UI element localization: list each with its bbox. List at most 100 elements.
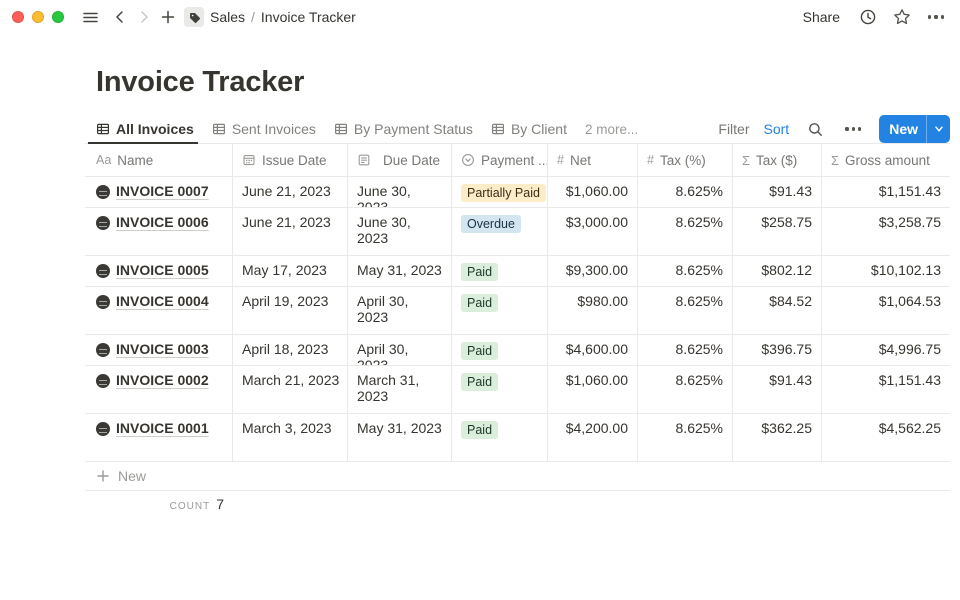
- cell-tax-usd[interactable]: $258.75: [733, 208, 822, 255]
- cell-issue-date[interactable]: June 21, 2023: [233, 208, 348, 255]
- tab-all-invoices[interactable]: All Invoices: [88, 115, 198, 144]
- cell-net[interactable]: $9,300.00: [548, 256, 638, 286]
- cell-payment-status[interactable]: Partially Paid: [452, 177, 548, 207]
- cell-tax-usd[interactable]: $91.43: [733, 177, 822, 207]
- column-header-name[interactable]: Aa Name: [85, 144, 233, 176]
- table-row[interactable]: INVOICE 0004 April 19, 2023 April 30, 20…: [85, 287, 950, 335]
- cell-tax-usd[interactable]: $362.25: [733, 414, 822, 461]
- calculation-row[interactable]: COUNT 7: [85, 491, 233, 512]
- cell-due-date[interactable]: May 31, 2023: [348, 414, 452, 461]
- table-row[interactable]: INVOICE 0003 April 18, 2023 April 30, 20…: [85, 335, 950, 366]
- more-views-link[interactable]: 2 more...: [584, 121, 639, 137]
- new-button-chevron-down-icon[interactable]: [926, 115, 950, 143]
- maximize-window-icon[interactable]: [52, 11, 64, 23]
- cell-net[interactable]: $3,000.00: [548, 208, 638, 255]
- column-header-due-date[interactable]: Due Date: [348, 144, 452, 176]
- cell-payment-status[interactable]: Paid: [452, 414, 548, 461]
- cell-due-date[interactable]: April 30, 2023: [348, 287, 452, 334]
- page-title[interactable]: Invoice Tracker: [96, 66, 305, 98]
- cell-net[interactable]: $4,600.00: [548, 335, 638, 365]
- cell-tax-pct[interactable]: 8.625%: [638, 208, 733, 255]
- cell-gross[interactable]: $1,151.43: [878, 372, 941, 388]
- more-options-icon[interactable]: [924, 5, 948, 29]
- tab-by-client[interactable]: By Client: [491, 115, 567, 143]
- cell-gross[interactable]: $1,064.53: [878, 293, 941, 309]
- cell-payment-status[interactable]: Overdue: [452, 208, 548, 255]
- breadcrumb-section[interactable]: Sales: [210, 9, 246, 25]
- column-header-net[interactable]: # Net: [548, 144, 638, 176]
- cell-tax-usd[interactable]: $91.43: [733, 366, 822, 413]
- table-row[interactable]: INVOICE 0002 March 21, 2023 March 31, 20…: [85, 366, 950, 414]
- updates-clock-icon[interactable]: [856, 5, 880, 29]
- cell-issue-date[interactable]: April 18, 2023: [233, 335, 348, 365]
- filter-button[interactable]: Filter: [718, 121, 750, 137]
- cell-due-date[interactable]: June 30, 2023: [348, 177, 452, 207]
- cell-tax-pct[interactable]: 8.625%: [638, 287, 733, 334]
- column-header-tax-pct[interactable]: # Tax (%): [638, 144, 733, 176]
- cell-payment-status[interactable]: Paid: [452, 366, 548, 413]
- new-button[interactable]: New: [879, 115, 950, 143]
- cell-issue-date[interactable]: March 21, 2023: [233, 366, 348, 413]
- window-controls[interactable]: [12, 11, 64, 23]
- cell-tax-pct[interactable]: 8.625%: [638, 414, 733, 461]
- column-header-payment-status[interactable]: Payment ...: [452, 144, 548, 176]
- share-button[interactable]: Share: [802, 9, 840, 25]
- cell-issue-date[interactable]: May 17, 2023: [233, 256, 348, 286]
- cell-tax-usd[interactable]: $802.12: [733, 256, 822, 286]
- table-row[interactable]: INVOICE 0006 June 21, 2023 June 30, 2023…: [85, 208, 950, 256]
- cell-name[interactable]: INVOICE 0001: [85, 414, 233, 461]
- cell-gross[interactable]: $3,258.75: [878, 214, 941, 230]
- column-header-tax-usd[interactable]: Σ Tax ($): [733, 144, 822, 176]
- cell-tax-pct[interactable]: 8.625%: [638, 366, 733, 413]
- cell-gross[interactable]: $4,562.25: [878, 420, 941, 436]
- column-header-issue-date[interactable]: Issue Date: [233, 144, 348, 176]
- cell-name[interactable]: INVOICE 0002: [85, 366, 233, 413]
- column-header-gross-amount[interactable]: Σ Gross amount: [831, 152, 930, 168]
- cell-payment-status[interactable]: Paid: [452, 287, 548, 334]
- cell-name[interactable]: INVOICE 0006: [85, 208, 233, 255]
- nav-back-icon[interactable]: [108, 5, 132, 29]
- cell-payment-status[interactable]: Paid: [452, 256, 548, 286]
- invoice-page-icon: [96, 374, 110, 388]
- new-page-icon[interactable]: [156, 5, 180, 29]
- cell-payment-status[interactable]: Paid: [452, 335, 548, 365]
- cell-due-date[interactable]: March 31, 2023: [348, 366, 452, 413]
- cell-gross[interactable]: $10,102.13: [870, 262, 941, 278]
- add-row-button[interactable]: New: [85, 462, 950, 491]
- minimize-window-icon[interactable]: [32, 11, 44, 23]
- cell-due-date[interactable]: May 31, 2023: [348, 256, 452, 286]
- breadcrumb-page[interactable]: Invoice Tracker: [260, 9, 356, 25]
- cell-due-date[interactable]: April 30, 2023: [348, 335, 452, 365]
- cell-tax-pct[interactable]: 8.625%: [638, 256, 733, 286]
- tab-by-payment-status[interactable]: By Payment Status: [334, 115, 473, 143]
- cell-name[interactable]: INVOICE 0004: [85, 287, 233, 334]
- cell-tax-usd[interactable]: $396.75: [733, 335, 822, 365]
- favorite-star-icon[interactable]: [890, 5, 914, 29]
- view-options-icon[interactable]: [841, 117, 865, 141]
- cell-issue-date[interactable]: March 3, 2023: [233, 414, 348, 461]
- table-row[interactable]: INVOICE 0005 May 17, 2023 May 31, 2023 P…: [85, 256, 950, 287]
- cell-issue-date[interactable]: April 19, 2023: [233, 287, 348, 334]
- cell-gross[interactable]: $1,151.43: [878, 183, 941, 199]
- cell-net[interactable]: $1,060.00: [548, 177, 638, 207]
- table-row[interactable]: INVOICE 0007 June 21, 2023 June 30, 2023…: [85, 177, 950, 208]
- cell-tax-pct[interactable]: 8.625%: [638, 177, 733, 207]
- cell-name[interactable]: INVOICE 0007: [85, 177, 233, 207]
- tab-sent-invoices[interactable]: Sent Invoices: [212, 115, 316, 143]
- cell-tax-pct[interactable]: 8.625%: [638, 335, 733, 365]
- cell-issue-date[interactable]: June 21, 2023: [233, 177, 348, 207]
- cell-net[interactable]: $1,060.00: [548, 366, 638, 413]
- search-icon[interactable]: [803, 117, 827, 141]
- cell-gross[interactable]: $4,996.75: [878, 341, 941, 357]
- table-row[interactable]: INVOICE 0001 March 3, 2023 May 31, 2023 …: [85, 414, 950, 462]
- cell-net[interactable]: $4,200.00: [548, 414, 638, 461]
- cell-tax-usd[interactable]: $84.52: [733, 287, 822, 334]
- cell-net[interactable]: $980.00: [548, 287, 638, 334]
- close-window-icon[interactable]: [12, 11, 24, 23]
- cell-name[interactable]: INVOICE 0003: [85, 335, 233, 365]
- cell-name[interactable]: INVOICE 0005: [85, 256, 233, 286]
- sidebar-menu-icon[interactable]: [78, 5, 102, 29]
- nav-forward-icon[interactable]: [132, 5, 156, 29]
- cell-due-date[interactable]: June 30, 2023: [348, 208, 452, 255]
- sort-button[interactable]: Sort: [763, 121, 790, 137]
